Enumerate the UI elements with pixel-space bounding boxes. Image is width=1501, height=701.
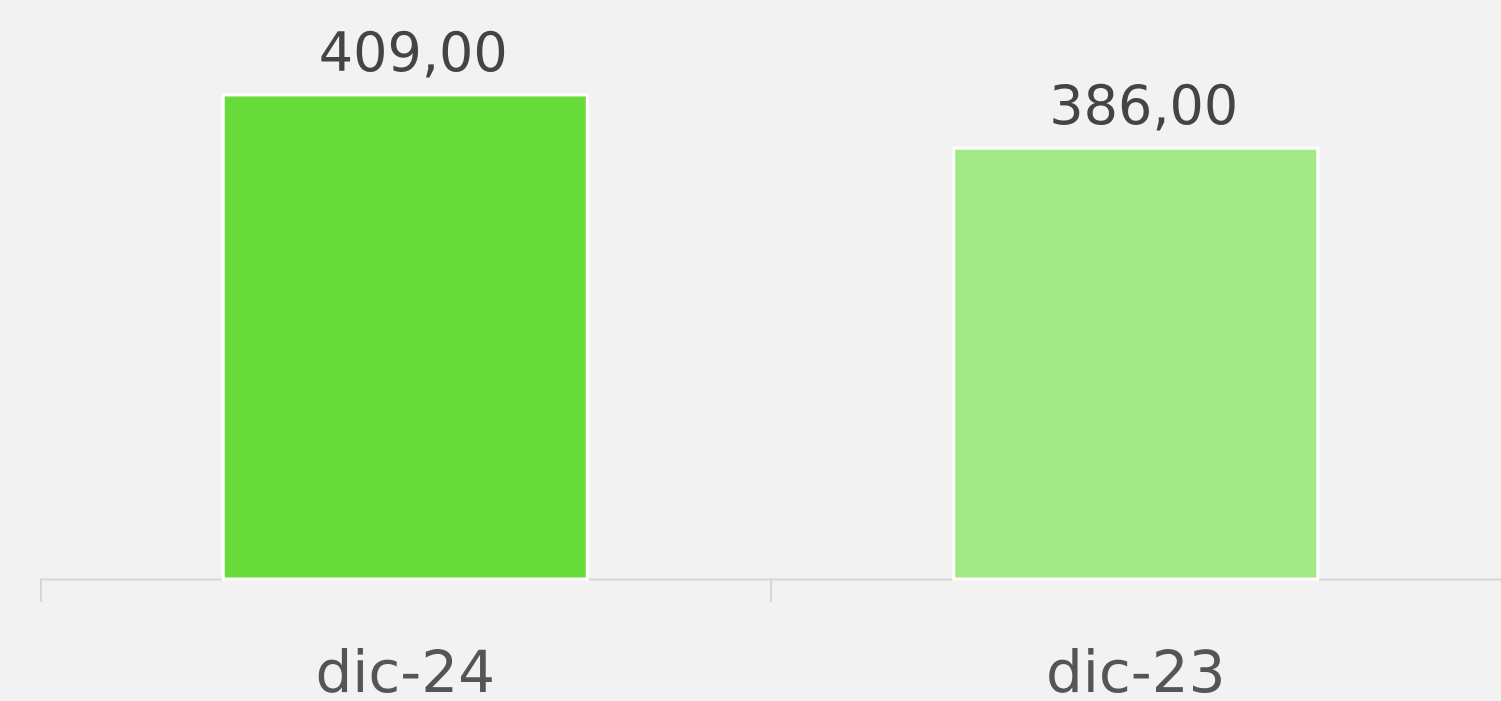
x-tick-label: dic-23 (1046, 638, 1226, 701)
value-label: 386,00 (1049, 74, 1238, 137)
bar (221, 93, 589, 581)
value-label: 409,00 (319, 21, 508, 84)
bar (952, 146, 1320, 581)
x-tick-label: dic-24 (315, 638, 495, 701)
